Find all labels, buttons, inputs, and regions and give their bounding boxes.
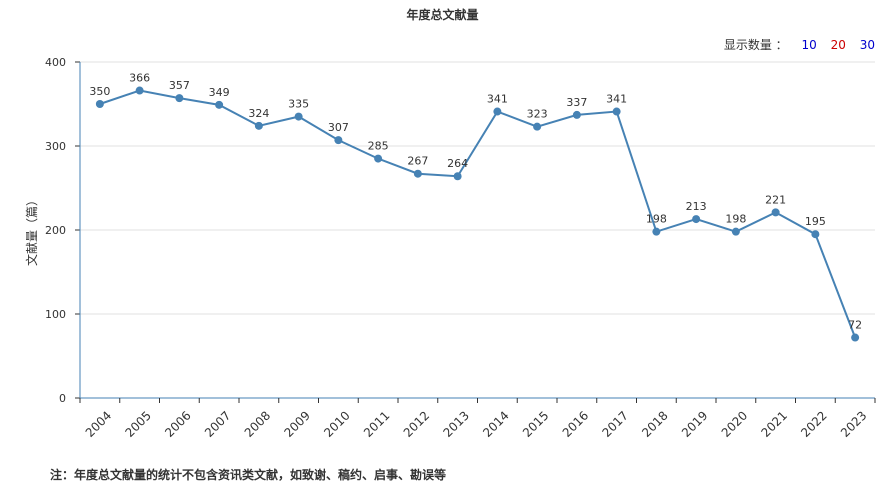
data-label-2018: 198	[646, 213, 667, 226]
data-label-2022: 195	[805, 215, 826, 228]
y-tick-label-0: 0	[59, 392, 66, 405]
footnote: 注：年度总文献量的统计不包含资讯类文献，如致谢、稿约、启事、勘误等	[50, 468, 447, 482]
x-tick-label-2005: 2005	[122, 408, 153, 439]
x-tick-label-2018: 2018	[639, 408, 670, 439]
data-label-2021: 221	[765, 193, 786, 206]
data-label-2004: 350	[89, 85, 110, 98]
data-point-2014[interactable]	[493, 107, 502, 116]
x-tick-label-2017: 2017	[599, 408, 630, 439]
x-tick-label-2019: 2019	[679, 408, 710, 439]
data-label-2019: 213	[686, 200, 707, 213]
data-point-2018[interactable]	[652, 227, 661, 236]
x-tick-label-2009: 2009	[281, 408, 312, 439]
series-group: 350 366 357 349 324 335 307 285 267 264 341 323 337 3…	[89, 72, 862, 342]
data-point-2005[interactable]	[135, 86, 144, 95]
x-tick-label-2012: 2012	[401, 408, 432, 439]
data-point-2007[interactable]	[215, 100, 224, 109]
x-tick-label-2007: 2007	[202, 408, 233, 439]
data-label-2015: 323	[527, 108, 548, 121]
y-tick-label-400: 400	[45, 56, 66, 69]
data-label-2013: 264	[447, 157, 468, 170]
data-label-2007: 349	[209, 86, 230, 99]
x-tick-label-2010: 2010	[321, 408, 352, 439]
data-point-2013[interactable]	[453, 172, 462, 181]
x-tick-label-2011: 2011	[361, 408, 392, 439]
data-point-2009[interactable]	[294, 112, 303, 121]
y-axis: 0 100 200 300 400	[45, 56, 81, 405]
data-label-2017: 341	[606, 93, 627, 106]
y-axis-label: 文献量（篇）	[24, 194, 39, 266]
x-tick-label-2006: 2006	[162, 408, 193, 439]
x-tick-label-2016: 2016	[560, 408, 591, 439]
chart-title: 年度总文献量	[406, 8, 479, 22]
x-tick-label-2021: 2021	[758, 408, 789, 439]
data-label-2020: 198	[725, 213, 746, 226]
count-option-30[interactable]: 30	[859, 38, 875, 52]
x-tick-label-2015: 2015	[520, 408, 551, 439]
count-option-20[interactable]: 20	[830, 38, 846, 52]
data-point-2019[interactable]	[692, 215, 701, 224]
data-label-2010: 307	[328, 121, 349, 134]
data-label-2014: 341	[487, 93, 508, 106]
data-label-2012: 267	[407, 155, 428, 168]
data-point-2010[interactable]	[334, 136, 343, 145]
y-tick-label-200: 200	[45, 224, 66, 237]
data-label-2005: 366	[129, 72, 150, 85]
count-option-10[interactable]: 10	[801, 38, 817, 52]
data-point-2021[interactable]	[771, 208, 780, 217]
data-point-2006[interactable]	[175, 94, 184, 103]
data-point-2017[interactable]	[612, 107, 621, 116]
y-tick-label-100: 100	[45, 308, 66, 321]
y-tick-label-300: 300	[45, 140, 66, 153]
data-point-2004[interactable]	[95, 100, 104, 108]
data-point-2022[interactable]	[811, 230, 820, 239]
x-tick-label-2013: 2013	[440, 408, 471, 439]
x-tick-label-2014: 2014	[480, 408, 511, 439]
data-point-2023[interactable]	[851, 333, 860, 342]
x-tick-label-2022: 2022	[798, 408, 829, 439]
display-count-label: 显示数量 ：	[723, 38, 788, 52]
x-tick-label-2020: 2020	[719, 408, 750, 439]
x-axis: 2004 2005 2006 2007 2008 2009 2010 2011 2012 2013…	[79, 397, 876, 440]
x-tick-label-2023: 2023	[838, 408, 869, 439]
data-label-2008: 324	[248, 107, 269, 120]
data-label-2006: 357	[169, 79, 190, 92]
data-point-2015[interactable]	[533, 122, 542, 131]
grid-lines	[80, 61, 875, 315]
x-tick-label-2004: 2004	[83, 408, 114, 439]
data-point-2008[interactable]	[254, 121, 263, 130]
data-point-2011[interactable]	[374, 154, 383, 163]
data-point-2020[interactable]	[731, 227, 740, 236]
data-point-2012[interactable]	[413, 169, 422, 178]
data-point-2016[interactable]	[572, 110, 581, 119]
x-tick-label-2008: 2008	[242, 408, 273, 439]
data-label-2016: 337	[566, 96, 587, 109]
data-label-2009: 335	[288, 98, 309, 111]
data-label-2023: 72	[848, 319, 862, 332]
series-line	[99, 89, 857, 338]
data-label-2011: 285	[368, 140, 389, 153]
display-count-control: 显示数量 ： 10 20 30	[724, 36, 875, 53]
